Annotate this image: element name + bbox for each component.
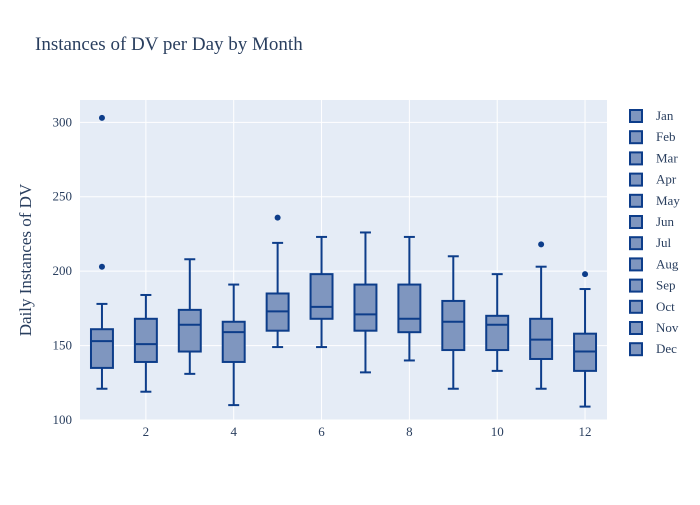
legend-label: May	[656, 193, 680, 208]
legend-item-jul[interactable]: Jul	[629, 235, 672, 251]
legend-item-dec[interactable]: Dec	[629, 341, 677, 357]
box-iqr	[353, 283, 378, 332]
legend-item-feb[interactable]: Feb	[629, 129, 676, 145]
x-tick-label: 8	[406, 424, 413, 439]
box-aug	[397, 235, 422, 362]
legend-swatch	[629, 342, 643, 357]
legend-label: Oct	[656, 299, 675, 314]
legend-item-jun[interactable]: Jun	[629, 214, 675, 229]
box-iqr	[485, 314, 510, 352]
y-tick-label: 300	[53, 114, 73, 129]
outlier-point	[274, 214, 281, 221]
box-iqr	[177, 308, 202, 353]
legend-swatch	[629, 130, 643, 145]
outlier-point	[538, 241, 545, 248]
legend-item-apr[interactable]: Apr	[629, 172, 677, 187]
legend-label: Aug	[656, 256, 679, 271]
plot-area	[80, 100, 607, 420]
box-iqr	[133, 317, 158, 363]
legend-item-may[interactable]: May	[629, 193, 680, 208]
x-axis-ticks: 2 4 6 8 10 12	[143, 424, 592, 439]
legend-swatch	[629, 151, 643, 166]
box-may	[265, 214, 290, 349]
legend-item-jan[interactable]: Jan	[629, 108, 674, 123]
outlier-point	[98, 263, 105, 270]
box-oct	[485, 273, 510, 372]
outlier-point	[98, 114, 105, 121]
box-jan	[89, 114, 114, 390]
box-iqr	[309, 273, 334, 320]
legend-swatch	[629, 278, 643, 293]
legend-label: Jun	[656, 214, 675, 229]
boxes	[89, 114, 598, 408]
legend-label: Nov	[656, 320, 679, 335]
box-iqr	[89, 328, 114, 369]
box-mar	[177, 258, 202, 375]
legend-label: Jul	[656, 235, 672, 250]
outlier-point	[582, 271, 589, 278]
legend-item-oct[interactable]: Oct	[629, 299, 675, 314]
box-feb	[133, 293, 158, 393]
chart-title: Instances of DV per Day by Month	[35, 34, 303, 55]
y-tick-label: 200	[53, 263, 73, 278]
legend: Jan Feb Mar Apr May Jun Jul Aug Sep Oct Nov Dec	[629, 108, 680, 357]
legend-item-mar[interactable]: Mar	[629, 150, 678, 166]
legend-swatch	[629, 299, 643, 314]
legend-swatch	[629, 321, 643, 335]
legend-item-aug[interactable]: Aug	[629, 256, 679, 272]
box-iqr	[221, 320, 246, 363]
y-axis-title: Daily Instances of DV	[16, 183, 35, 336]
box-dec	[573, 271, 598, 408]
box-jul	[353, 231, 378, 374]
y-axis-ticks: 100 150 200 250 300	[53, 114, 73, 427]
legend-label: Dec	[656, 341, 677, 356]
box-apr	[221, 283, 246, 407]
legend-label: Jan	[656, 108, 674, 123]
legend-item-nov[interactable]: Nov	[629, 320, 679, 335]
y-tick-label: 150	[53, 338, 73, 353]
box-jun	[309, 235, 334, 349]
legend-swatch	[629, 193, 643, 208]
legend-item-sep[interactable]: Sep	[629, 278, 676, 293]
y-tick-label: 100	[53, 412, 73, 427]
x-tick-label: 2	[143, 424, 150, 439]
legend-label: Apr	[656, 172, 677, 187]
x-tick-label: 6	[318, 424, 325, 439]
legend-swatch	[629, 109, 643, 123]
box-sep	[441, 255, 466, 390]
x-tick-label: 10	[491, 424, 504, 439]
legend-swatch	[629, 257, 643, 272]
legend-swatch	[629, 215, 643, 229]
legend-label: Sep	[656, 278, 676, 293]
x-tick-label: 12	[579, 424, 592, 439]
y-tick-label: 250	[53, 189, 73, 204]
box-iqr	[397, 283, 422, 334]
x-tick-label: 4	[230, 424, 237, 439]
box-nov	[529, 241, 554, 390]
legend-label: Feb	[656, 129, 676, 144]
legend-label: Mar	[656, 150, 678, 165]
box-iqr	[441, 299, 466, 352]
legend-swatch	[629, 236, 643, 251]
legend-swatch	[629, 172, 643, 187]
